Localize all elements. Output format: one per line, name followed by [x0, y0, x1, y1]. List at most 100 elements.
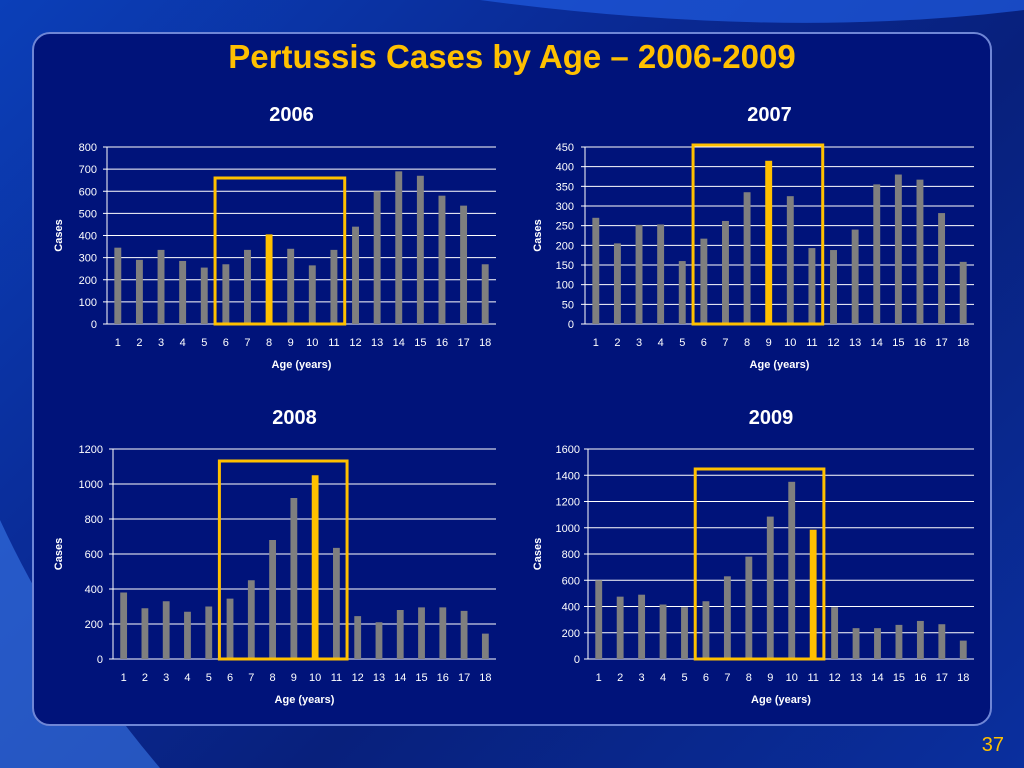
y-axis-label: Cases	[532, 538, 544, 570]
x-tick-label: 5	[206, 672, 212, 684]
bar-age-17	[938, 624, 946, 659]
x-tick-label: 12	[827, 337, 839, 349]
bar-age-4	[179, 260, 187, 324]
y-tick-label: 0	[568, 319, 574, 331]
x-tick-label: 12	[352, 672, 364, 684]
y-tick-label: 600	[79, 186, 97, 198]
x-tick-label: 13	[373, 672, 385, 684]
x-tick-label: 11	[331, 672, 342, 684]
y-tick-label: 1400	[556, 470, 580, 482]
bar-age-6	[702, 601, 710, 659]
x-tick-label: 13	[371, 337, 383, 349]
highlight-box	[213, 176, 347, 326]
x-tick-label: 16	[914, 672, 926, 684]
bar-age-7	[722, 220, 729, 324]
x-tick-label: 4	[660, 672, 666, 684]
y-tick-label: 150	[556, 260, 574, 272]
y-tick-label: 350	[556, 181, 574, 193]
x-tick-label: 1	[121, 672, 127, 684]
bar-age-7	[247, 580, 255, 659]
x-tick-label: 17	[458, 672, 470, 684]
x-tick-label: 18	[957, 337, 969, 349]
bar-age-14	[395, 171, 403, 324]
y-tick-label: 1600	[556, 444, 580, 456]
chart-title: 2007	[747, 104, 792, 126]
bar-age-1	[595, 580, 603, 659]
y-tick-label: 400	[79, 231, 97, 243]
x-tick-label: 1	[596, 672, 602, 684]
bar-age-16	[916, 179, 924, 324]
x-tick-label: 15	[414, 337, 426, 349]
y-tick-label: 50	[562, 299, 574, 311]
slide-title: Pertussis Cases by Age – 2006-2009	[228, 38, 796, 75]
x-tick-label: 5	[201, 337, 207, 349]
bar-age-14	[873, 184, 881, 324]
x-tick-label: 7	[724, 672, 730, 684]
x-tick-label: 18	[957, 672, 969, 684]
bar-age-5	[200, 267, 208, 324]
x-tick-label: 7	[248, 672, 254, 684]
bar-age-6	[222, 264, 230, 324]
bar-age-10	[788, 481, 796, 659]
x-tick-label: 1	[593, 337, 599, 349]
x-tick-label: 11	[328, 337, 339, 349]
bar-age-2	[616, 596, 624, 659]
x-tick-label: 10	[786, 672, 798, 684]
y-tick-label: 0	[91, 319, 97, 331]
bar-age-10	[786, 196, 794, 324]
bar-age-5	[678, 261, 686, 324]
bar-age-14	[396, 610, 404, 659]
bar-age-8	[265, 234, 273, 324]
x-tick-label: 5	[679, 337, 685, 349]
bar-age-7	[723, 576, 731, 659]
x-tick-label: 8	[270, 672, 276, 684]
x-tick-label: 17	[936, 672, 948, 684]
x-tick-label: 17	[457, 337, 469, 349]
x-tick-label: 2	[136, 337, 142, 349]
bar-age-11	[809, 529, 817, 659]
x-tick-label: 14	[394, 672, 406, 684]
bar-age-3	[162, 601, 170, 659]
highlight-box	[693, 467, 826, 661]
x-tick-label: 13	[850, 672, 862, 684]
bar-age-2	[141, 608, 149, 659]
bar-age-18	[959, 640, 967, 659]
bar-age-2	[135, 259, 143, 324]
x-tick-label: 3	[636, 337, 642, 349]
x-tick-label: 8	[266, 337, 272, 349]
x-tick-label: 11	[806, 337, 817, 349]
bar-age-16	[439, 607, 447, 659]
bar-age-18	[959, 261, 967, 324]
y-tick-label: 1000	[556, 523, 580, 535]
x-tick-label: 14	[871, 337, 883, 349]
y-tick-label: 1000	[79, 479, 103, 491]
bar-age-17	[938, 213, 946, 324]
chart-title: 2006	[269, 104, 314, 126]
bar-age-15	[894, 174, 902, 324]
y-tick-label: 1200	[556, 497, 580, 509]
bar-age-3	[638, 594, 646, 659]
x-tick-label: 12	[349, 337, 361, 349]
x-tick-label: 6	[223, 337, 229, 349]
y-tick-label: 400	[562, 602, 580, 614]
bar-age-9	[290, 498, 298, 659]
y-tick-label: 400	[85, 584, 103, 596]
y-tick-label: 800	[79, 142, 97, 154]
bar-age-3	[157, 249, 165, 324]
y-axis-label: Cases	[53, 219, 65, 251]
bar-age-5	[681, 607, 688, 659]
y-tick-label: 450	[556, 142, 574, 154]
bar-age-10	[308, 265, 316, 324]
x-tick-label: 15	[893, 672, 905, 684]
y-tick-label: 800	[562, 549, 580, 561]
bar-age-17	[460, 610, 468, 659]
bar-age-10	[311, 475, 319, 659]
bar-age-18	[481, 633, 489, 659]
x-tick-label: 6	[227, 672, 233, 684]
bar-age-9	[287, 248, 295, 324]
x-tick-label: 6	[701, 337, 707, 349]
bar-age-5	[205, 606, 213, 659]
